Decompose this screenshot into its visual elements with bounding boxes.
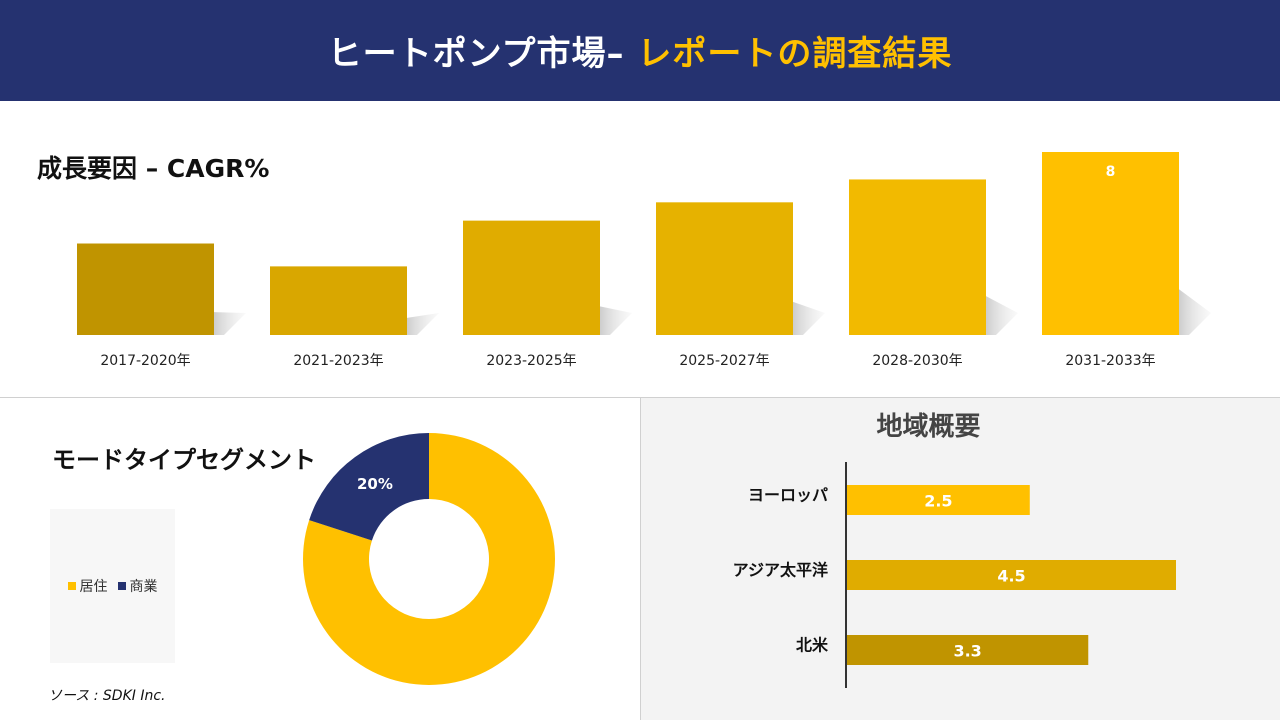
- region-bar: [847, 560, 1176, 590]
- donut-slice: [303, 433, 555, 685]
- x-tick-label: 2028-2030年: [872, 353, 962, 369]
- legend-swatch: [117, 582, 126, 590]
- bar-shadow: [986, 296, 1018, 335]
- region-bar: [847, 635, 1089, 665]
- region-bar-chart: ヨーロッパ 2.5 アジア太平洋 4.5 北米 3.3: [733, 462, 1176, 688]
- cagr-bar: [1042, 152, 1179, 335]
- x-tick-label: 2023-2025年: [486, 353, 576, 369]
- legend-swatch: [67, 582, 76, 590]
- donut-label: 80%: [500, 680, 536, 698]
- header-banner: ヒートポンプ市場– レポートの調査結果: [0, 0, 1280, 101]
- donut-slice: [309, 433, 429, 541]
- region-bar-label: 3.3: [953, 642, 981, 661]
- legend-item-commercial: 商業: [117, 576, 158, 596]
- legend-label: 居住: [79, 579, 108, 595]
- bar-shadow: [1179, 289, 1211, 335]
- segment-panel: モードタイプセグメント 居住 商業 80% 20% ソース : SDKI Inc.: [0, 398, 640, 720]
- cagr-bar: [463, 220, 600, 335]
- cagr-bar: [656, 202, 793, 335]
- cagr-bar: [849, 179, 986, 335]
- legend-label: 商業: [129, 579, 158, 595]
- cagr-bar-chart: 2017-2020年 2021-2023年 2023-2025年 2025-2027年…: [77, 152, 1211, 369]
- cagr-bar: [77, 243, 214, 335]
- growth-title: 成長要因 – CAGR%: [37, 154, 270, 183]
- y-tick-label: 北米: [796, 636, 829, 655]
- source-note: ソース : SDKI Inc.: [48, 688, 166, 704]
- y-tick-label: アジア太平洋: [733, 561, 828, 580]
- title-main: ヒートポンプ市場–: [327, 34, 625, 74]
- donut-legend: 居住 商業: [50, 509, 175, 663]
- bar-shadow: [600, 306, 632, 335]
- x-tick-label: 2025-2027年: [679, 353, 769, 369]
- y-tick-label: ヨーロッパ: [748, 486, 828, 505]
- bar-shadow: [793, 301, 825, 335]
- x-tick-label: 2031-2033年: [1065, 353, 1155, 369]
- horizontal-divider: [0, 397, 1280, 398]
- cagr-bar: [270, 266, 407, 335]
- region-bar: [847, 485, 1030, 515]
- title-accent: レポートの調査結果: [637, 34, 953, 74]
- vertical-divider: [640, 398, 641, 720]
- region-bar-label: 4.5: [997, 567, 1025, 586]
- segment-title: モードタイプセグメント: [52, 446, 316, 474]
- bar-data-label: 8: [1106, 164, 1116, 180]
- x-tick-label: 2021-2023年: [293, 353, 383, 369]
- region-panel: 地域概要 ヨーロッパ 2.5 アジア太平洋 4.5 北米 3.3: [641, 398, 1280, 720]
- region-bar-label: 2.5: [924, 492, 952, 511]
- segment-donut-chart: 80% 20%: [303, 433, 555, 698]
- bar-shadow: [407, 313, 439, 335]
- legend-item-residential: 居住: [67, 576, 108, 596]
- x-tick-label: 2017-2020年: [100, 353, 190, 369]
- page-title: ヒートポンプ市場– レポートの調査結果: [328, 26, 953, 75]
- donut-label: 20%: [357, 475, 393, 493]
- bar-shadow: [214, 312, 246, 335]
- growth-panel: 成長要因 – CAGR% 2017-2020年 2021-2023年 2023-20…: [0, 101, 1280, 397]
- region-title: 地域概要: [876, 412, 981, 442]
